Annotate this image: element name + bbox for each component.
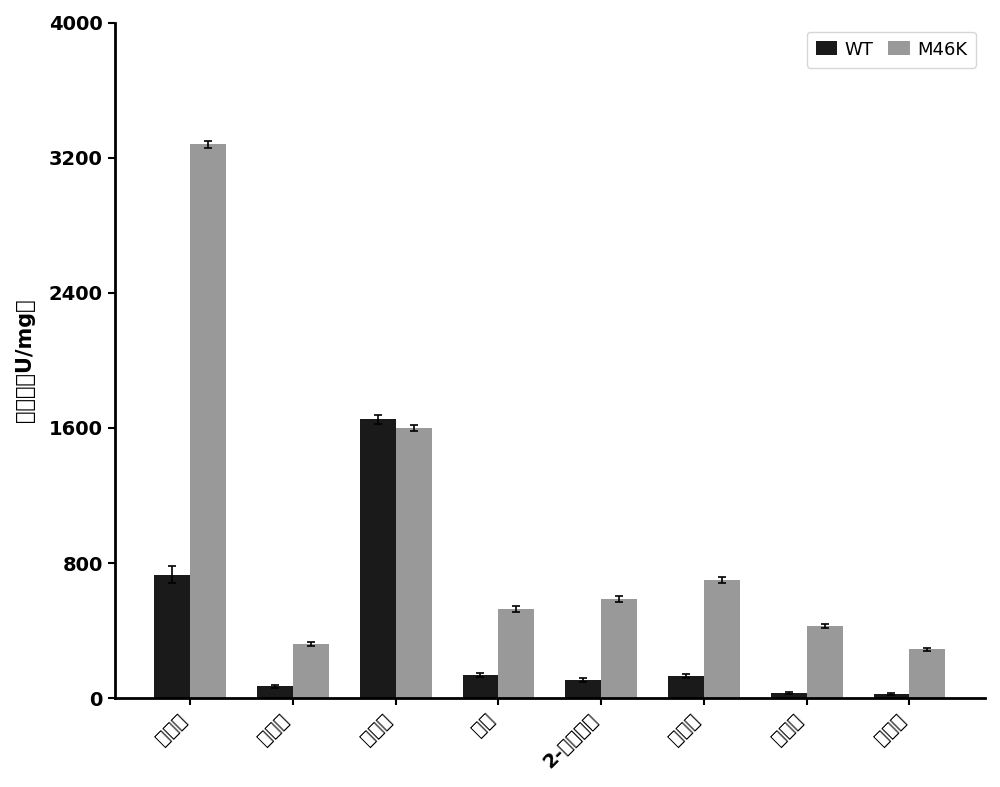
Bar xyxy=(463,674,498,698)
Bar xyxy=(396,428,432,698)
Bar xyxy=(771,693,807,698)
Bar xyxy=(565,680,601,698)
Bar xyxy=(257,686,293,698)
Bar xyxy=(668,676,704,698)
Bar xyxy=(190,144,226,698)
Bar xyxy=(909,649,945,698)
Y-axis label: 比酶活（U/mg）: 比酶活（U/mg） xyxy=(15,298,35,422)
Bar xyxy=(874,694,909,698)
Bar xyxy=(807,626,843,698)
Bar xyxy=(704,580,740,698)
Bar xyxy=(154,575,190,698)
Bar xyxy=(498,608,534,698)
Bar xyxy=(601,599,637,698)
Bar xyxy=(293,645,329,698)
Legend: WT, M46K: WT, M46K xyxy=(807,31,976,68)
Bar xyxy=(360,419,396,698)
